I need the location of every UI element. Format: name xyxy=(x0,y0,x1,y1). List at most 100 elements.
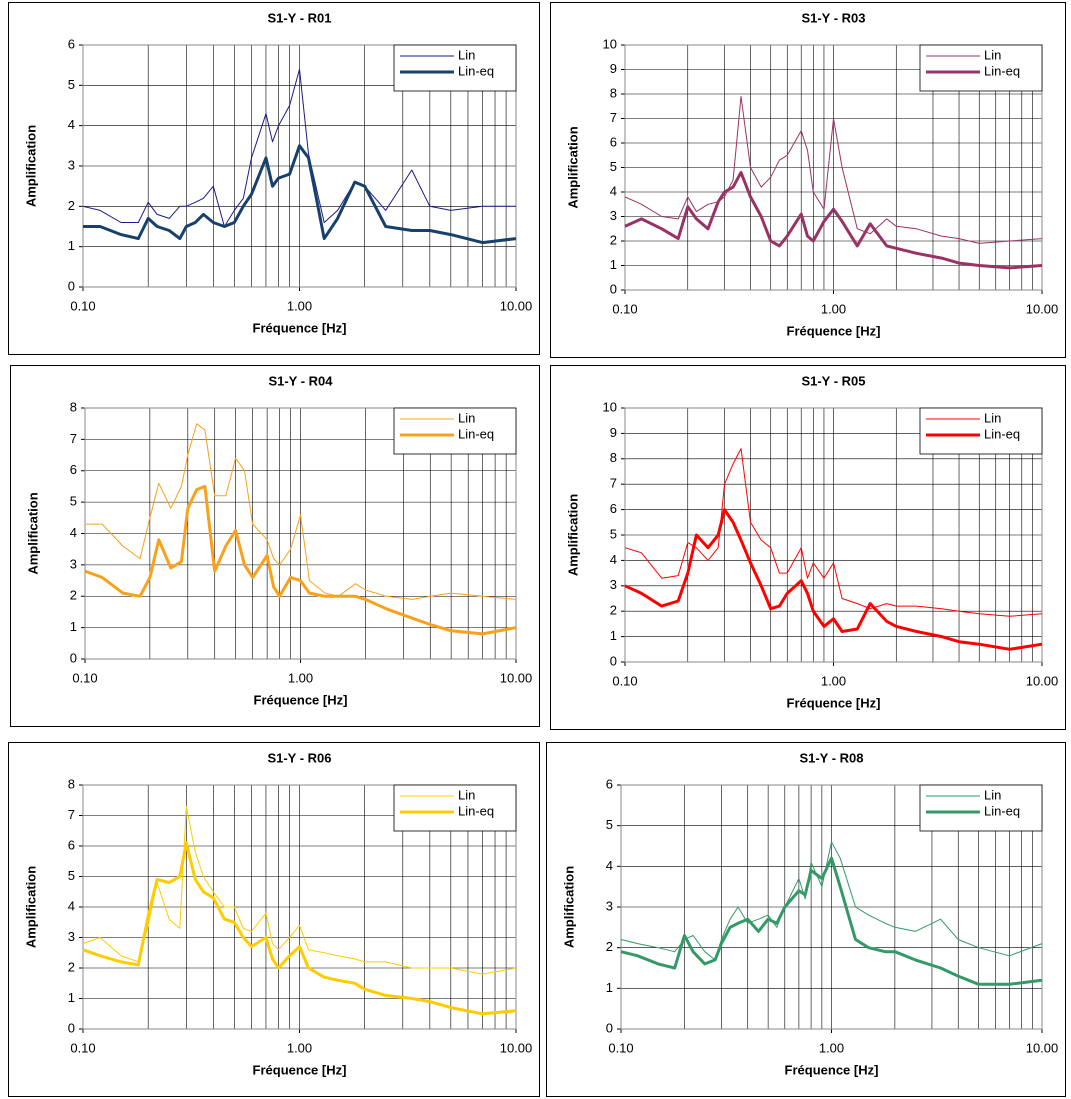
chart-title: S1-Y - R04 xyxy=(268,373,333,388)
y-tick-label: 6 xyxy=(606,776,613,791)
y-tick-label: 7 xyxy=(610,476,617,491)
legend-label: Lin xyxy=(458,787,475,802)
y-tick-label: 7 xyxy=(68,807,75,822)
x-tick-label: 0.10 xyxy=(70,1040,95,1055)
legend-box xyxy=(919,44,1043,92)
y-tick-label: 10 xyxy=(603,36,617,51)
data-line xyxy=(624,448,1043,617)
legend-box xyxy=(393,407,517,455)
y-tick-label: 1 xyxy=(606,980,613,995)
legend-label: Lin-eq xyxy=(458,63,494,78)
data-line xyxy=(624,95,1043,244)
y-tick-label: 0 xyxy=(68,278,75,293)
y-tick-label: 8 xyxy=(68,776,75,791)
plot-frame xyxy=(84,407,517,660)
x-axis-label: Fréquence [Hz] xyxy=(787,695,881,710)
data-line xyxy=(82,68,516,227)
y-tick-label: 1 xyxy=(68,990,75,1005)
chart-panel: S1-Y - R03 0 1 2 3 4 5 6 7 8 9 10 0.10 1.00 10.00 Fréqu… xyxy=(550,2,1066,358)
plot-frame xyxy=(620,784,1043,1030)
y-tick-label: 3 xyxy=(70,556,77,571)
y-tick-label: 4 xyxy=(68,117,75,132)
legend-label: Lin xyxy=(458,410,475,425)
y-tick-label: 5 xyxy=(610,159,617,174)
chart-panel: S1-Y - R06 0 1 2 3 4 5 6 7 8 0.10 1.00 10.00 Fréquenc… xyxy=(8,742,540,1097)
x-tick-label: 1.00 xyxy=(287,298,312,313)
y-tick-label: 4 xyxy=(606,858,613,873)
x-axis-label: Fréquence [Hz] xyxy=(253,1062,347,1077)
y-axis-label: Amplification xyxy=(565,126,580,208)
plot-frame xyxy=(624,407,1043,663)
y-tick-label: 4 xyxy=(610,183,617,198)
x-tick-label: 1.00 xyxy=(821,301,846,316)
y-tick-label: 5 xyxy=(68,77,75,92)
y-tick-label: 2 xyxy=(68,198,75,213)
chart-panel: S1-Y - R05 0 1 2 3 4 5 6 7 8 9 10 0.10 1.00 10.00 Fréqu… xyxy=(550,365,1066,730)
y-tick-label: 6 xyxy=(70,462,77,477)
data-line xyxy=(84,484,517,636)
y-tick-label: 8 xyxy=(610,85,617,100)
y-tick-label: 2 xyxy=(610,232,617,247)
data-line xyxy=(85,423,517,600)
chart-panel: S1-Y - R04 0 1 2 3 4 5 6 7 8 0.10 1.00 10.00 Fréquenc… xyxy=(10,365,540,727)
legend-box xyxy=(393,44,517,92)
y-tick-label: 4 xyxy=(610,552,617,567)
x-axis-label: Fréquence [Hz] xyxy=(254,692,348,707)
y-tick-label: 5 xyxy=(610,526,617,541)
y-tick-label: 2 xyxy=(70,588,77,603)
y-tick-label: 9 xyxy=(610,425,617,440)
y-tick-label: 1 xyxy=(70,619,77,634)
y-tick-label: 0 xyxy=(68,1020,75,1035)
y-tick-label: 3 xyxy=(68,929,75,944)
y-tick-label: 8 xyxy=(70,399,77,414)
plot-frame xyxy=(82,784,517,1030)
y-tick-label: 3 xyxy=(68,157,75,172)
data-line xyxy=(620,856,1043,986)
legend-label: Lin-eq xyxy=(984,803,1020,818)
y-tick-label: 3 xyxy=(610,577,617,592)
y-axis-label: Amplification xyxy=(561,866,576,948)
legend-label: Lin xyxy=(984,787,1001,802)
data-line xyxy=(83,144,517,245)
legend-label: Lin-eq xyxy=(984,426,1020,441)
chart-title: S1-Y - R05 xyxy=(801,373,865,388)
x-tick-label: 0.10 xyxy=(70,298,95,313)
y-tick-label: 5 xyxy=(68,868,75,883)
y-tick-label: 2 xyxy=(68,959,75,974)
y-tick-label: 8 xyxy=(610,450,617,465)
y-tick-label: 4 xyxy=(70,525,77,540)
y-tick-label: 6 xyxy=(610,134,617,149)
y-tick-label: 7 xyxy=(70,431,77,446)
chart-panel: S1-Y - R08 0 1 2 3 4 5 6 0.10 1.00 10.00 Fréquence … xyxy=(546,742,1066,1097)
x-tick-label: 1.00 xyxy=(287,1040,312,1055)
data-line xyxy=(624,170,1043,270)
y-tick-label: 1 xyxy=(610,628,617,643)
y-tick-label: 3 xyxy=(606,898,613,913)
x-tick-label: 10.00 xyxy=(1026,1040,1059,1055)
y-tick-label: 4 xyxy=(68,898,75,913)
y-axis-label: Amplification xyxy=(23,866,38,948)
plot-frame xyxy=(624,44,1043,291)
x-tick-label: 1.00 xyxy=(288,670,313,685)
legend-label: Lin-eq xyxy=(458,426,494,441)
legend-label: Lin-eq xyxy=(458,803,494,818)
y-axis-label: Amplification xyxy=(25,492,40,574)
legend-box xyxy=(393,784,517,832)
x-axis-label: Fréquence [Hz] xyxy=(787,323,881,338)
x-tick-label: 10.00 xyxy=(500,298,533,313)
data-line xyxy=(624,508,1043,651)
legend-label: Lin xyxy=(984,47,1001,62)
x-tick-label: 0.10 xyxy=(612,673,637,688)
y-tick-label: 2 xyxy=(610,603,617,618)
chart-title: S1-Y - R08 xyxy=(799,750,863,765)
x-tick-label: 0.10 xyxy=(72,670,97,685)
y-tick-label: 6 xyxy=(610,501,617,516)
y-axis-label: Amplification xyxy=(565,494,580,576)
x-tick-label: 0.10 xyxy=(612,301,637,316)
data-line xyxy=(82,805,517,975)
y-tick-label: 9 xyxy=(610,61,617,76)
y-axis-label: Amplification xyxy=(23,125,38,207)
y-tick-label: 3 xyxy=(610,208,617,223)
legend-box xyxy=(919,784,1043,832)
